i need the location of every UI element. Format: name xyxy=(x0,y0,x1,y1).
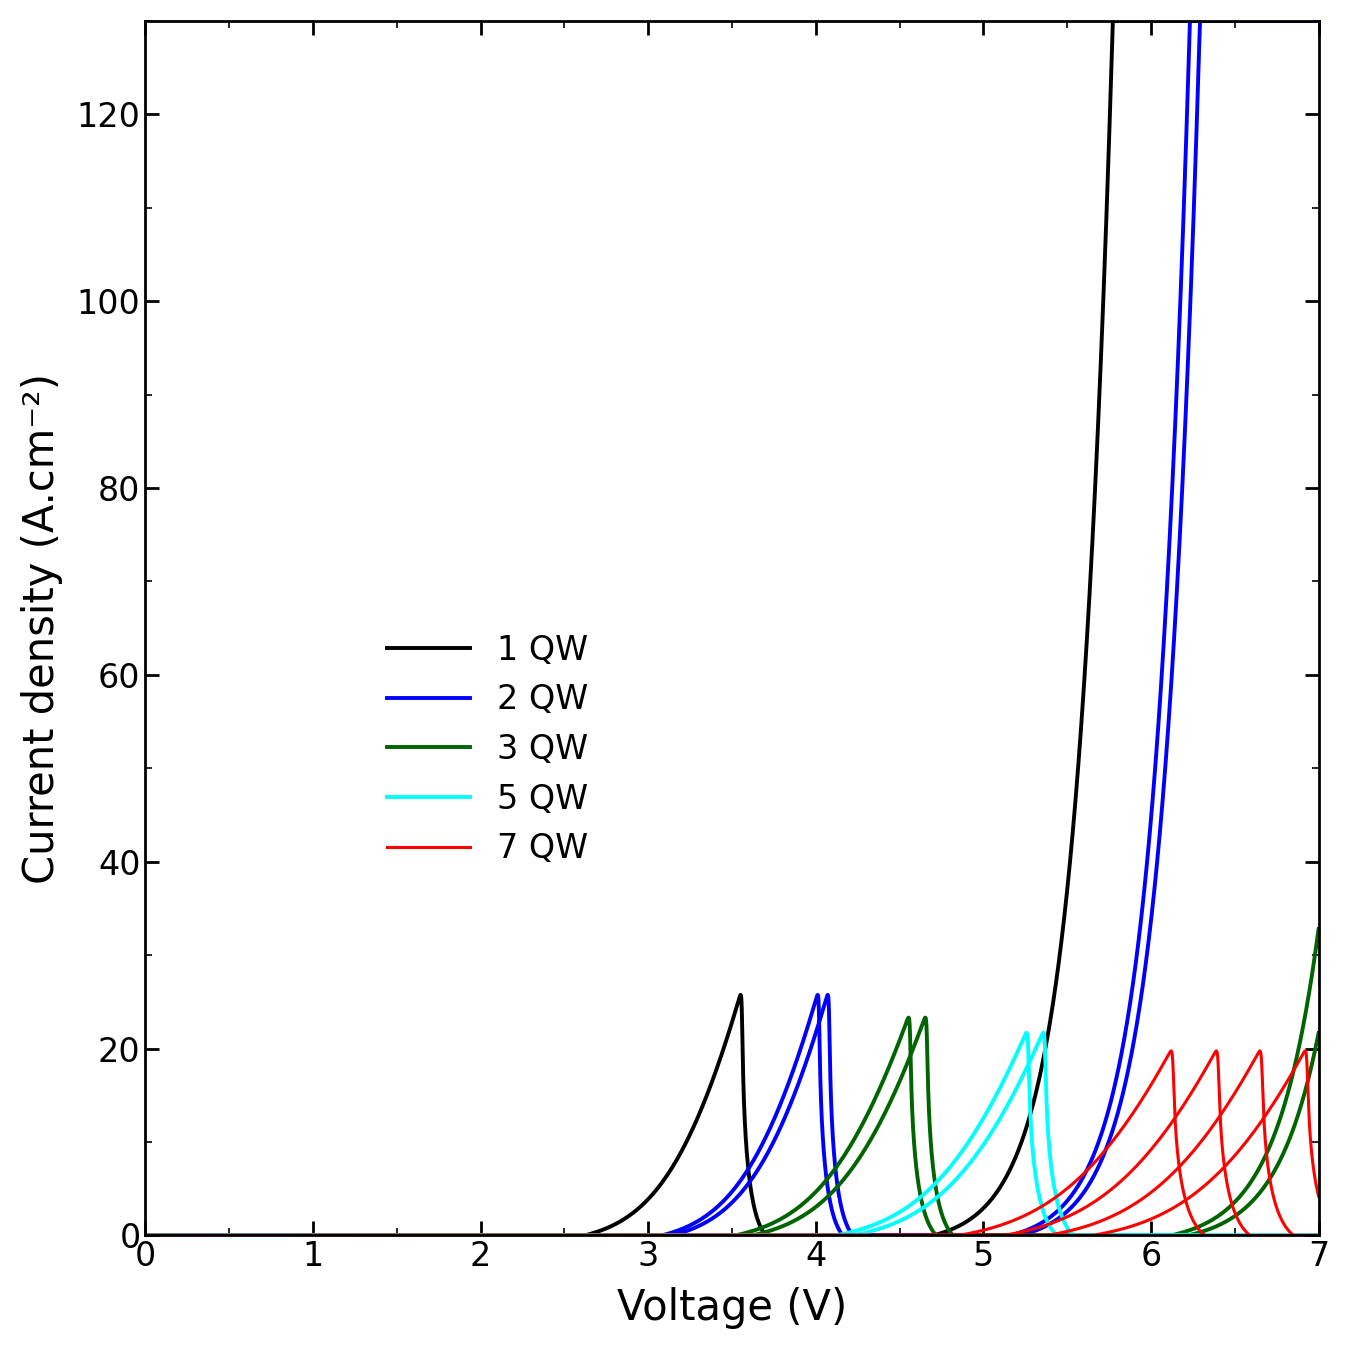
1 QW xyxy=(208,1227,224,1243)
2 QW xyxy=(1249,12,1265,28)
5 QW xyxy=(138,1227,154,1243)
5 QW xyxy=(208,1227,224,1243)
1 QW xyxy=(711,1054,728,1071)
7 QW xyxy=(186,1227,202,1243)
Y-axis label: Current density (A.cm⁻²): Current density (A.cm⁻²) xyxy=(20,373,63,884)
5 QW xyxy=(711,1227,728,1243)
2 QW xyxy=(367,1227,383,1243)
5 QW xyxy=(367,1227,383,1243)
7 QW xyxy=(1311,1227,1327,1243)
3 QW xyxy=(208,1227,224,1243)
2 QW xyxy=(1311,12,1327,28)
2 QW xyxy=(186,1227,202,1243)
3 QW xyxy=(1311,921,1327,937)
Line: 5 QW: 5 QW xyxy=(146,1033,1319,1235)
5 QW xyxy=(1249,1227,1265,1243)
2 QW xyxy=(208,1227,224,1243)
X-axis label: Voltage (V): Voltage (V) xyxy=(617,1287,848,1330)
Line: 3 QW: 3 QW xyxy=(146,929,1319,1235)
7 QW xyxy=(711,1227,728,1243)
1 QW xyxy=(1104,12,1120,28)
3 QW xyxy=(711,1227,728,1243)
Legend: 1 QW, 2 QW, 3 QW, 5 QW, 7 QW: 1 QW, 2 QW, 3 QW, 5 QW, 7 QW xyxy=(374,621,601,879)
1 QW xyxy=(186,1227,202,1243)
2 QW xyxy=(143,1227,159,1243)
3 QW xyxy=(186,1227,202,1243)
1 QW xyxy=(138,1227,154,1243)
2 QW xyxy=(138,1227,154,1243)
2 QW xyxy=(1181,12,1197,28)
1 QW xyxy=(1249,12,1265,28)
1 QW xyxy=(1311,12,1327,28)
5 QW xyxy=(143,1227,159,1243)
3 QW xyxy=(1249,1165,1265,1181)
7 QW xyxy=(1162,1042,1179,1058)
2 QW xyxy=(711,1197,728,1214)
5 QW xyxy=(186,1227,202,1243)
1 QW xyxy=(143,1227,159,1243)
7 QW xyxy=(138,1227,154,1243)
Line: 7 QW: 7 QW xyxy=(146,1050,1319,1235)
5 QW xyxy=(1018,1025,1034,1041)
3 QW xyxy=(143,1227,159,1243)
3 QW xyxy=(367,1227,383,1243)
3 QW xyxy=(138,1227,154,1243)
7 QW xyxy=(367,1227,383,1243)
5 QW xyxy=(1311,1227,1327,1243)
7 QW xyxy=(143,1227,159,1243)
7 QW xyxy=(1249,1227,1265,1243)
1 QW xyxy=(367,1227,383,1243)
7 QW xyxy=(208,1227,224,1243)
Line: 1 QW: 1 QW xyxy=(146,20,1319,1235)
Line: 2 QW: 2 QW xyxy=(146,20,1319,1235)
